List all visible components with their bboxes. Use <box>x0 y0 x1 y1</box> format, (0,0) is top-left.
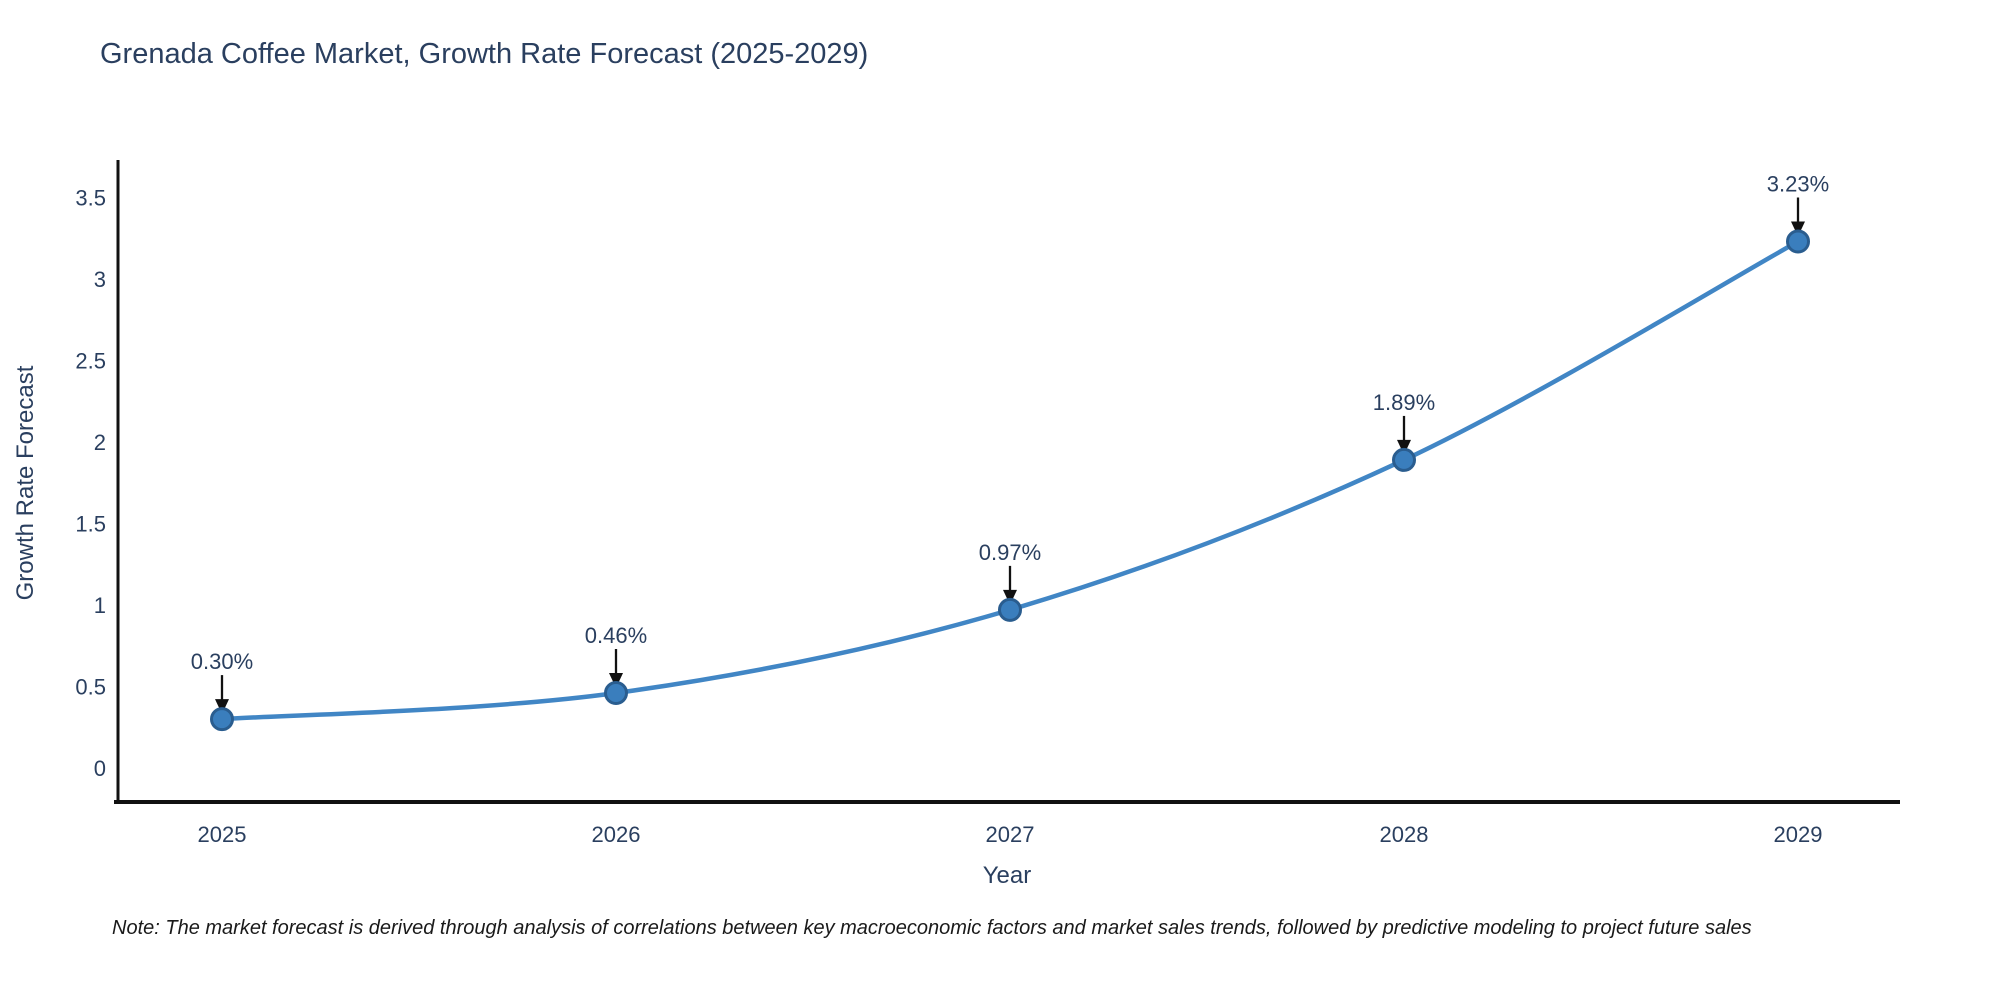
y-tick-label: 2 <box>94 430 106 455</box>
x-tick-label: 2028 <box>1380 822 1429 847</box>
data-point-label: 0.97% <box>979 540 1041 565</box>
y-tick-label: 0.5 <box>75 675 106 700</box>
annotation-arrowhead-icon <box>1003 589 1017 605</box>
y-tick-label: 3 <box>94 267 106 292</box>
forecast-line <box>219 239 1801 722</box>
data-point-label: 0.30% <box>191 649 253 674</box>
chart-title: Grenada Coffee Market, Growth Rate Forec… <box>100 38 869 70</box>
data-point-marker[interactable] <box>604 681 628 706</box>
data-point-label: 0.46% <box>585 623 647 648</box>
y-axis-line <box>116 160 120 804</box>
footnote-text: Note: The market forecast is derived thr… <box>112 917 1752 939</box>
y-tick-label: 2.5 <box>75 349 106 374</box>
y-tick-label: 1 <box>94 593 106 618</box>
y-axis-title: Growth Rate Forecast <box>12 365 39 601</box>
annotation-arrowhead-icon <box>1791 221 1805 237</box>
x-axis-line <box>114 800 1900 804</box>
y-tick-label: 3.5 <box>75 186 106 211</box>
annotation-arrowhead-icon <box>1397 439 1411 455</box>
data-point-label: 1.89% <box>1373 390 1435 415</box>
y-tick-label: 0 <box>94 756 106 781</box>
x-tick-label: 2025 <box>198 822 247 847</box>
x-tick-label: 2027 <box>986 822 1035 847</box>
data-point-marker[interactable] <box>998 597 1022 622</box>
x-axis-title: Year <box>982 862 1032 889</box>
x-tick-label: 2026 <box>592 822 641 847</box>
annotation-arrowhead-icon <box>215 699 229 715</box>
data-point-label: 3.23% <box>1767 172 1829 197</box>
annotation-arrowhead-icon <box>609 673 623 689</box>
data-point-marker[interactable] <box>1392 447 1416 472</box>
data-point-marker[interactable] <box>1786 229 1810 254</box>
y-tick-label: 1.5 <box>75 512 106 537</box>
x-tick-label: 2029 <box>1774 822 1823 847</box>
data-point-marker[interactable] <box>210 707 234 732</box>
